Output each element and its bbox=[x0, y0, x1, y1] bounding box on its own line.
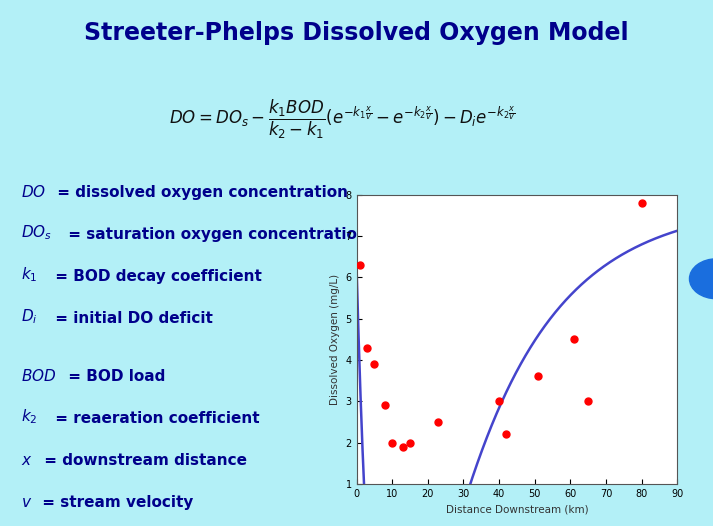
Text: $\mathit{v}$: $\mathit{v}$ bbox=[21, 495, 33, 510]
Point bbox=[568, 335, 580, 343]
Point bbox=[379, 401, 391, 410]
Text: = initial DO deficit: = initial DO deficit bbox=[50, 311, 212, 326]
Point bbox=[493, 397, 505, 406]
Text: = dissolved oxygen concentration: = dissolved oxygen concentration bbox=[52, 185, 348, 200]
Circle shape bbox=[689, 259, 713, 299]
Text: = stream velocity: = stream velocity bbox=[37, 495, 193, 510]
Text: = BOD load: = BOD load bbox=[63, 369, 165, 384]
Point bbox=[433, 418, 444, 426]
Text: $\mathit{DO}_s$: $\mathit{DO}_s$ bbox=[21, 223, 53, 242]
Point bbox=[533, 372, 544, 381]
Text: = saturation oxygen concentration: = saturation oxygen concentration bbox=[63, 227, 367, 242]
Text: $\mathit{BOD}$: $\mathit{BOD}$ bbox=[21, 368, 57, 384]
Text: = downstream distance: = downstream distance bbox=[39, 453, 247, 468]
Text: = BOD decay coefficient: = BOD decay coefficient bbox=[50, 269, 262, 284]
Point bbox=[361, 343, 373, 352]
Point bbox=[386, 438, 398, 447]
Point bbox=[397, 442, 409, 451]
Text: Streeter-Phelps Dissolved Oxygen Model: Streeter-Phelps Dissolved Oxygen Model bbox=[84, 21, 629, 45]
Point bbox=[636, 199, 647, 207]
Point bbox=[501, 430, 512, 439]
Point bbox=[354, 261, 366, 269]
Point bbox=[404, 438, 416, 447]
Text: $\mathit{k}_1$: $\mathit{k}_1$ bbox=[21, 265, 38, 284]
Point bbox=[369, 360, 380, 368]
Text: = reaeration coefficient: = reaeration coefficient bbox=[50, 411, 260, 426]
Text: $\mathit{DO}$: $\mathit{DO}$ bbox=[21, 184, 46, 200]
Point bbox=[583, 397, 594, 406]
Y-axis label: Dissolved Oxygen (mg/L): Dissolved Oxygen (mg/L) bbox=[330, 274, 340, 405]
Text: $\mathit{k}_2$: $\mathit{k}_2$ bbox=[21, 407, 38, 426]
Text: $\mathit{DO} = \mathit{DO}_s - \dfrac{k_1 BOD}{k_2 - k_1}\left(e^{-k_1\frac{x}{v: $\mathit{DO} = \mathit{DO}_s - \dfrac{k_… bbox=[169, 97, 515, 140]
Text: $\mathit{D}_i$: $\mathit{D}_i$ bbox=[21, 307, 38, 326]
Text: $\mathit{x}$: $\mathit{x}$ bbox=[21, 453, 33, 468]
X-axis label: Distance Downstream (km): Distance Downstream (km) bbox=[446, 504, 588, 514]
